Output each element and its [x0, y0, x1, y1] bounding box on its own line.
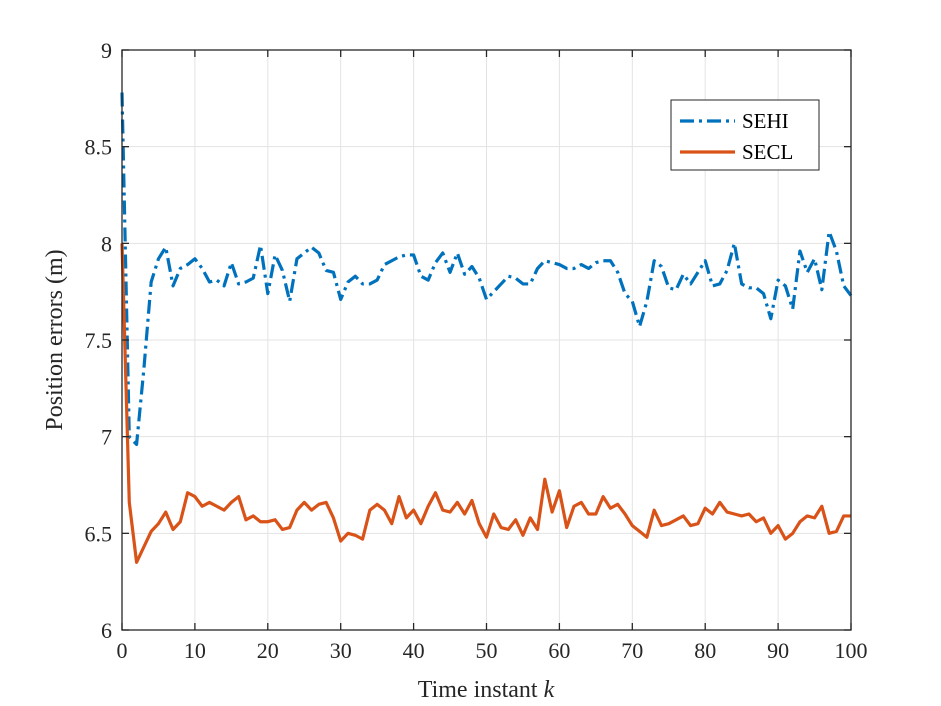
x-tick-label: 100 [835, 638, 868, 663]
legend: SEHI SECL [670, 99, 820, 171]
x-tick-label: 70 [621, 638, 643, 663]
y-axis-label: Position errors (m) [42, 249, 68, 430]
legend-label-secl: SECL [742, 140, 793, 164]
series-layer [120, 92, 853, 564]
x-tick-label: 80 [694, 638, 716, 663]
x-tick-label: 60 [548, 638, 570, 663]
y-tick-label: 6.5 [85, 521, 113, 546]
x-tick-label: 10 [184, 638, 206, 663]
x-tick-label: 30 [330, 638, 352, 663]
legend-box [670, 99, 820, 171]
y-tick-label: 9 [101, 38, 112, 63]
x-ticks: 0 10 20 30 40 50 60 70 80 90 100 [117, 50, 868, 663]
y-tick-label: 8 [101, 231, 112, 256]
y-tick-label: 7.5 [85, 328, 113, 353]
legend-label-sehi: SEHI [742, 109, 789, 133]
y-tick-label: 7 [101, 425, 112, 450]
y-tick-label: 6 [101, 618, 112, 643]
x-tick-label: 40 [403, 638, 425, 663]
x-axis-label-variable: k [544, 677, 555, 703]
x-axis-label-text: Time instant [418, 677, 538, 703]
x-tick-label: 50 [476, 638, 498, 663]
x-tick-label: 0 [117, 638, 128, 663]
series-line-sehi [120, 92, 853, 446]
x-axis-label: Time instant k [418, 677, 555, 703]
x-tick-label: 90 [767, 638, 789, 663]
series-line-secl [120, 243, 851, 564]
y-tick-label: 8.5 [85, 135, 113, 160]
y-ticks: 6 6.5 7 7.5 8 8.5 9 [85, 38, 851, 643]
x-tick-label: 20 [257, 638, 279, 663]
